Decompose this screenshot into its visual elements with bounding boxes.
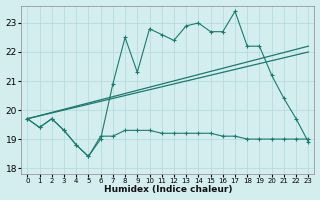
X-axis label: Humidex (Indice chaleur): Humidex (Indice chaleur) (104, 185, 232, 194)
